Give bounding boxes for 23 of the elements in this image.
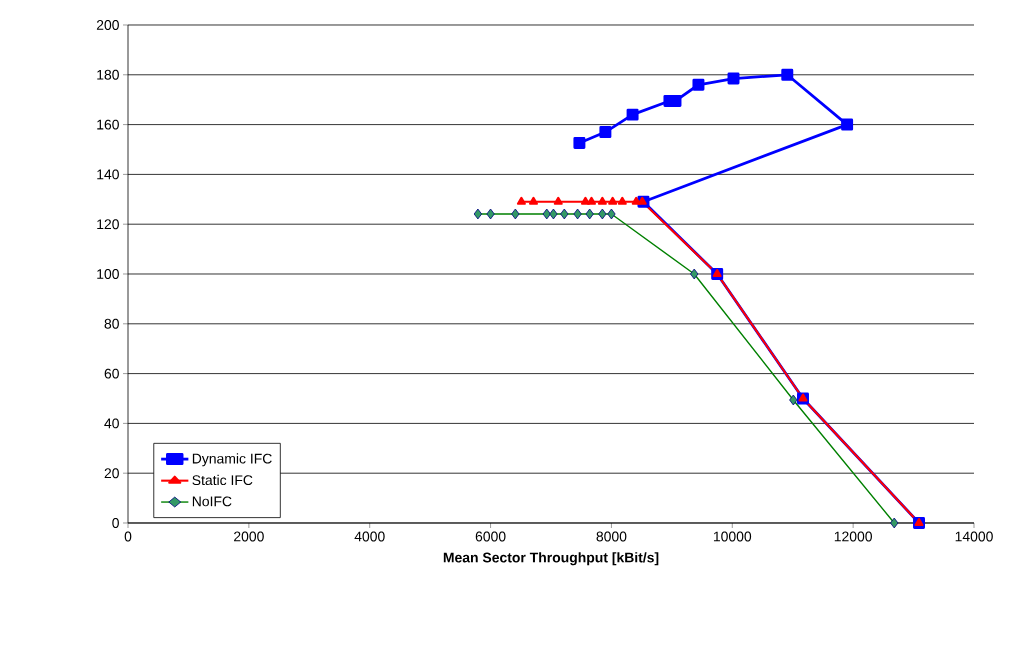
x-axis-title: Mean Sector Throughput [kBit/s]: [443, 552, 659, 566]
x-tick-label: 12000: [834, 531, 872, 542]
y-tick-label: 20: [104, 468, 119, 479]
y-tick-label: 60: [104, 368, 119, 379]
legend-label: Static IFC: [192, 474, 253, 486]
x-tick-label: 14000: [955, 531, 993, 542]
x-tick-label: 6000: [475, 531, 506, 542]
y-tick-label: 160: [97, 119, 119, 130]
y-tick-label: 200: [96, 20, 119, 30]
x-tick-label: 2000: [234, 531, 264, 542]
y-tick-label: 100: [97, 269, 119, 279]
y-tick-label: 0: [112, 518, 119, 528]
x-tick-label: 10000: [713, 531, 752, 542]
y-tick-label: 40: [104, 418, 119, 429]
legend-label: NoIFC: [192, 496, 232, 507]
y-tick-label: 180: [97, 69, 119, 80]
y-tick-label: 120: [97, 219, 119, 230]
x-tick-label: 8000: [596, 531, 627, 542]
x-tick-label: 0: [124, 531, 132, 542]
legend-label: Dynamic IFC: [192, 453, 272, 467]
x-tick-label: 4000: [354, 531, 385, 542]
y-tick-label: 80: [104, 318, 119, 329]
y-tick-label: 140: [97, 169, 119, 180]
